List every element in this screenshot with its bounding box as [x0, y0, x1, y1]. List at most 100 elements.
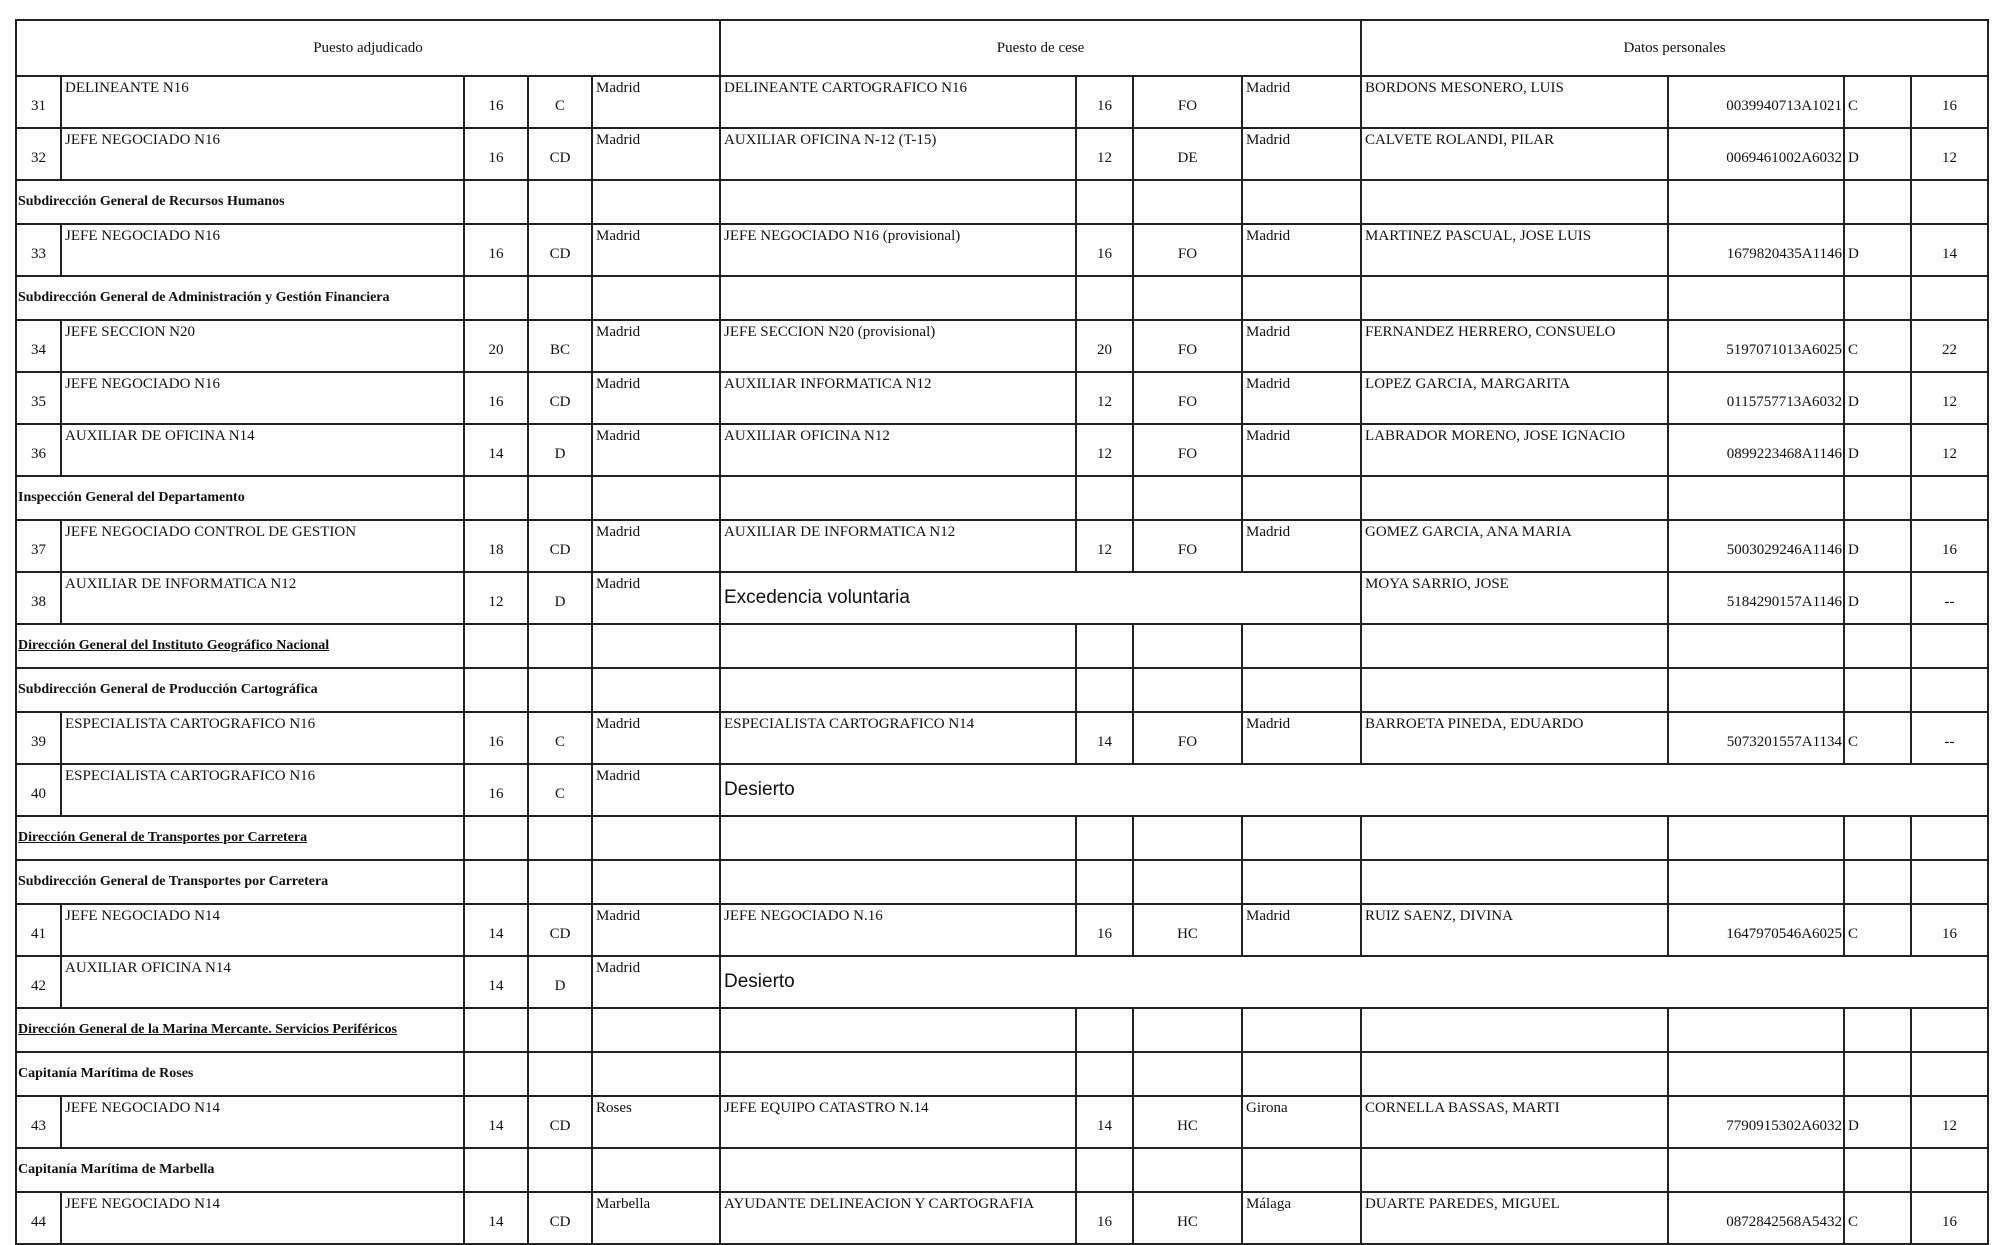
cese-puesto: AUXILIAR OFICINA N12 [719, 423, 1077, 477]
grado: 12 [1910, 371, 1990, 425]
row-number: 33 [15, 223, 62, 277]
section-heading: Capitanía Marítima de Marbella [15, 1147, 465, 1193]
empty-cell [527, 475, 593, 521]
section-row: Dirección General del Instituto Geográfi… [15, 623, 1990, 669]
nrp: 0039940713A1021 [1667, 75, 1846, 129]
cese-grupo: HC [1132, 903, 1243, 957]
table-row: 44 JEFE NEGOCIADO N14 14 CD Marbella AYUDANTE… [15, 1191, 1990, 1245]
empty-cell [1667, 275, 1846, 321]
cese-localidad: Málaga [1240, 1191, 1363, 1245]
puesto-adjudicado: JEFE NEGOCIADO CONTROL DE GESTION [60, 519, 465, 573]
nivel: 14 [463, 955, 529, 1009]
cese-puesto: ESPECIALISTA CARTOGRAFICO N14 [719, 711, 1077, 765]
cese-grupo: FO [1132, 519, 1243, 573]
cese-puesto: JEFE SECCION N20 (provisional) [719, 319, 1077, 373]
row-number: 40 [15, 763, 62, 817]
empty-cell [1132, 179, 1243, 225]
section-heading: Subdirección General de Recursos Humanos [15, 179, 465, 225]
empty-cell [1075, 475, 1134, 521]
empty-cell [1240, 1051, 1363, 1097]
cese-grupo: FO [1132, 319, 1243, 373]
empty-cell [719, 815, 1077, 861]
cuerpo: D [1843, 423, 1913, 477]
empty-cell [1843, 475, 1913, 521]
section-row: Dirección General de Transportes por Car… [15, 815, 1990, 861]
section-row: Subdirección General de Recursos Humanos [15, 179, 1990, 225]
cuerpo: D [1843, 571, 1913, 625]
cese-grupo: FO [1132, 371, 1243, 425]
empty-cell [463, 667, 529, 713]
section-title: Subdirección General de Recursos Humanos [18, 194, 285, 209]
nrp: 0069461002A6032 [1667, 127, 1846, 181]
empty-cell [719, 859, 1077, 905]
header-datos-personales: Datos personales [1360, 19, 1990, 77]
apellidos-nombre: LABRADOR MORENO, JOSE IGNACIO [1360, 423, 1670, 477]
empty-cell [719, 179, 1077, 225]
puesto-adjudicado: JEFE NEGOCIADO N16 [60, 371, 465, 425]
empty-cell [719, 275, 1077, 321]
empty-cell [591, 179, 721, 225]
empty-cell [1075, 667, 1134, 713]
empty-cell [1360, 1007, 1670, 1053]
cese-nivel: 12 [1075, 371, 1134, 425]
empty-cell [527, 275, 593, 321]
row-number: 38 [15, 571, 62, 625]
section-heading: Subdirección General de Transportes por … [15, 859, 465, 905]
empty-cell [1240, 1147, 1363, 1193]
nivel: 16 [463, 371, 529, 425]
empty-cell [1910, 1051, 1990, 1097]
empty-cell [1132, 815, 1243, 861]
empty-cell [1843, 667, 1913, 713]
section-title: Subdirección General de Administración y… [18, 290, 390, 305]
localidad: Madrid [591, 903, 721, 957]
empty-cell [1843, 623, 1913, 669]
puesto-adjudicado: ESPECIALISTA CARTOGRAFICO N16 [60, 763, 465, 817]
cese-grupo: DE [1132, 127, 1243, 181]
section-title: Dirección General de Transportes por Car… [18, 830, 308, 845]
table-row: 40 ESPECIALISTA CARTOGRAFICO N16 16 C Madrid… [15, 763, 1990, 817]
nivel: 16 [463, 75, 529, 129]
row-number: 39 [15, 711, 62, 765]
apellidos-nombre: LOPEZ GARCIA, MARGARITA [1360, 371, 1670, 425]
empty-cell [463, 475, 529, 521]
empty-cell [719, 1007, 1077, 1053]
cese-localidad: Madrid [1240, 423, 1363, 477]
cuerpo: D [1843, 223, 1913, 277]
empty-cell [1910, 1147, 1990, 1193]
nivel: 16 [463, 711, 529, 765]
cese-nivel: 12 [1075, 519, 1134, 573]
localidad: Madrid [591, 223, 721, 277]
section-title: Subdirección General de Producción Carto… [18, 682, 318, 697]
nivel: 14 [463, 1191, 529, 1245]
empty-cell [1667, 859, 1846, 905]
empty-cell [719, 1051, 1077, 1097]
empty-cell [591, 475, 721, 521]
row-number: 41 [15, 903, 62, 957]
empty-cell [527, 1007, 593, 1053]
section-heading: Dirección General de Transportes por Car… [15, 815, 465, 861]
puesto-adjudicado: JEFE NEGOCIADO N14 [60, 1191, 465, 1245]
empty-cell [527, 1051, 593, 1097]
cese-grupo: HC [1132, 1095, 1243, 1149]
nivel: 20 [463, 319, 529, 373]
localidad: Madrid [591, 319, 721, 373]
section-row: Capitanía Marítima de Roses [15, 1051, 1990, 1097]
cese-puesto: JEFE NEGOCIADO N16 (provisional) [719, 223, 1077, 277]
row-number: 31 [15, 75, 62, 129]
puesto-adjudicado: AUXILIAR DE INFORMATICA N12 [60, 571, 465, 625]
section-title: Dirección General del Instituto Geográfi… [18, 638, 330, 653]
empty-cell [1132, 667, 1243, 713]
table-row: 38 AUXILIAR DE INFORMATICA N12 12 D Madrid Ex… [15, 571, 1990, 625]
empty-cell [591, 859, 721, 905]
localidad: Marbella [591, 1191, 721, 1245]
empty-cell [463, 1051, 529, 1097]
empty-cell [1132, 275, 1243, 321]
empty-cell [1910, 623, 1990, 669]
empty-cell [591, 275, 721, 321]
cese-localidad: Madrid [1240, 519, 1363, 573]
empty-cell [1910, 475, 1990, 521]
nivel: 14 [463, 903, 529, 957]
empty-cell [1843, 815, 1913, 861]
empty-cell [1843, 179, 1913, 225]
grupo: CD [527, 223, 593, 277]
